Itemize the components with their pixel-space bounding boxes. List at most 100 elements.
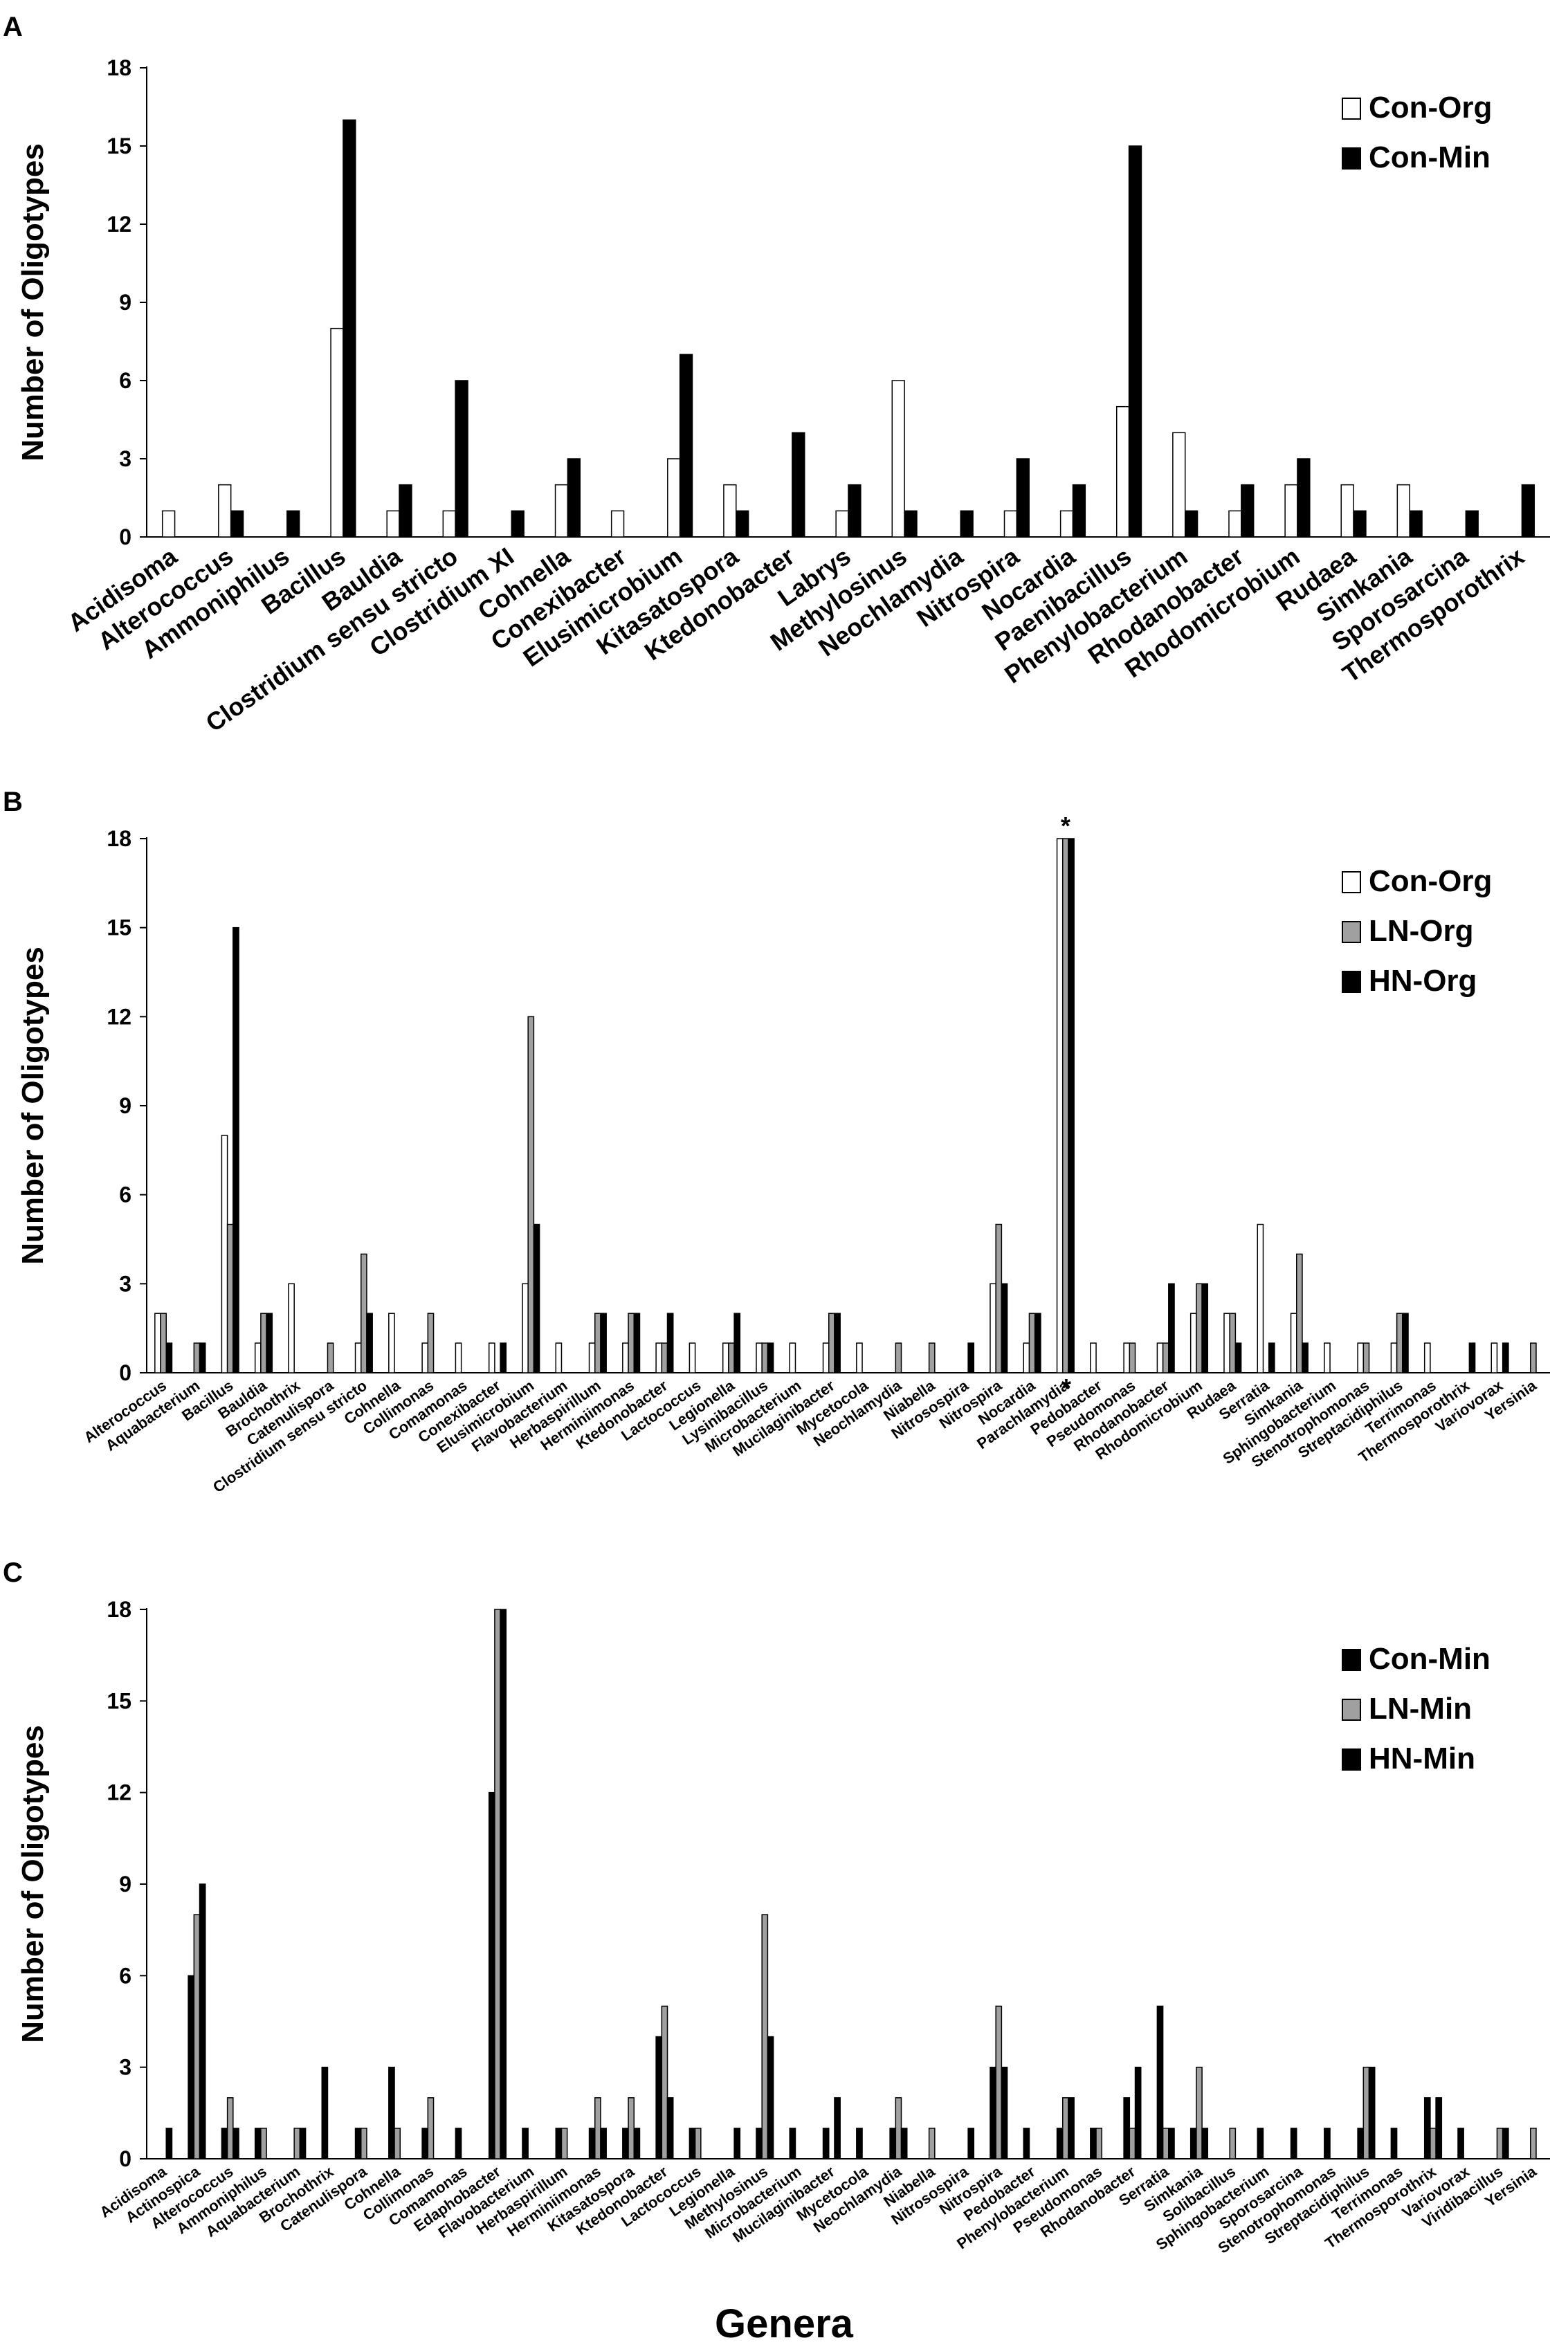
bar-con-org [1156, 1342, 1164, 1373]
bar-con-min [792, 432, 805, 538]
bar-con-min [622, 2128, 629, 2159]
bar-con-org [221, 1135, 228, 1373]
bar-hn-min [1368, 2066, 1376, 2159]
y-axis-label: Number of Oligotypes [16, 143, 50, 462]
bar-hn-min [1068, 2097, 1075, 2159]
bar-con-min [856, 2128, 863, 2159]
bar-con-org [354, 1342, 362, 1373]
bar-hn-min [165, 2128, 173, 2159]
bar-con-min [1123, 2097, 1131, 2159]
bar-con-min [1297, 458, 1311, 538]
bar-hn-org [666, 1313, 674, 1373]
bar-con-min [588, 2128, 596, 2159]
legend-swatch [1342, 1649, 1361, 1671]
panel-letter: A [3, 12, 23, 42]
legend-label: HN-Min [1369, 1742, 1475, 1775]
bar-con-min [555, 2128, 563, 2159]
bar-hn-min [633, 2128, 641, 2159]
bar-con-org [388, 1313, 395, 1373]
bar-con-org [218, 484, 232, 538]
bar-ln-org [1162, 1342, 1169, 1373]
bar-con-min [904, 510, 918, 538]
bar-con-org [1340, 484, 1354, 538]
bar-ln-min [1062, 2097, 1069, 2159]
legend-label: LN-Org [1369, 914, 1474, 948]
legend-label: Con-Min [1369, 1642, 1490, 1676]
y-tick-label: 15 [107, 134, 131, 158]
bar-con-org [835, 510, 849, 538]
bar-con-min [1156, 2005, 1164, 2159]
annotation-star: * [1061, 812, 1070, 840]
bar-ln-min [293, 2128, 301, 2159]
bar-con-min [399, 484, 412, 538]
bar-con-min [1423, 2097, 1431, 2159]
bar-hn-min [1134, 2066, 1142, 2159]
bar-ln-org [928, 1342, 936, 1373]
bar-con-org [1228, 510, 1242, 538]
bar-ln-min [560, 2128, 568, 2159]
bar-con-min [230, 510, 244, 538]
panel-letter: C [3, 1558, 23, 1588]
y-tick-label: 18 [107, 826, 131, 851]
y-tick-label: 3 [119, 1271, 131, 1296]
bar-con-min [1353, 510, 1367, 538]
bar-ln-org [995, 1223, 1003, 1373]
bar-ln-org [828, 1313, 835, 1373]
bar-con-org [667, 458, 681, 538]
y-tick-label: 0 [119, 2146, 131, 2171]
bar-hn-org [1402, 1313, 1409, 1373]
bar-ln-org [226, 1223, 234, 1373]
bar-hn-org [767, 1342, 774, 1373]
bar-ln-min [928, 2128, 936, 2159]
bar-hn-org [199, 1342, 206, 1373]
bar-ln-min [1496, 2128, 1504, 2159]
bar-ln-min [628, 2097, 635, 2159]
bar-ln-org [1296, 1253, 1303, 1373]
bar-con-min [1465, 510, 1479, 538]
bar-ln-org [1362, 1342, 1370, 1373]
bar-con-org [1003, 510, 1018, 538]
bar-con-min [1290, 2128, 1297, 2159]
bar-con-org [610, 510, 625, 538]
bar-ln-min [1129, 2128, 1136, 2159]
bar-con-org [288, 1283, 295, 1373]
bar-con-org [891, 380, 905, 538]
bar-hn-min [1201, 2128, 1209, 2159]
bar-con-org [655, 1342, 663, 1373]
bar-con-org [1116, 405, 1130, 538]
bar-ln-min [1162, 2128, 1169, 2159]
y-tick-label: 0 [119, 524, 131, 549]
bar-con-org [789, 1342, 796, 1373]
bar-hn-org [533, 1223, 540, 1373]
bar-ln-min [895, 2097, 902, 2159]
bar-con-min [822, 2128, 830, 2159]
bar-con-org [622, 1342, 629, 1373]
bar-ln-org [193, 1342, 201, 1373]
bar-con-org [1090, 1342, 1097, 1373]
bar-con-org [1290, 1313, 1297, 1373]
bar-ln-org [260, 1313, 267, 1373]
bar-ln-org [1129, 1342, 1136, 1373]
bar-con-org [455, 1342, 462, 1373]
bar-hn-min [600, 2128, 607, 2159]
bar-con-min [1184, 510, 1198, 538]
y-tick-label: 6 [119, 368, 131, 393]
bar-ln-min [494, 1609, 501, 2159]
bar-hn-org [1034, 1313, 1041, 1373]
y-tick-label: 15 [107, 1688, 131, 1713]
bar-ln-org [594, 1313, 601, 1373]
bar-hn-min [767, 2036, 774, 2159]
bar-ln-min [594, 2097, 601, 2159]
bar-con-org [554, 484, 569, 538]
bar-ln-org [761, 1342, 769, 1373]
bar-ln-min [427, 2097, 435, 2159]
bar-hn-org [1001, 1283, 1008, 1373]
bar-ln-min [1430, 2128, 1437, 2159]
bar-hn-org [233, 926, 239, 1373]
bar-con-min [1072, 484, 1086, 538]
bar-con-min [254, 2128, 262, 2159]
bar-ln-org [1396, 1313, 1403, 1373]
bar-con-min [1056, 2128, 1064, 2159]
y-tick-label: 3 [119, 446, 131, 471]
